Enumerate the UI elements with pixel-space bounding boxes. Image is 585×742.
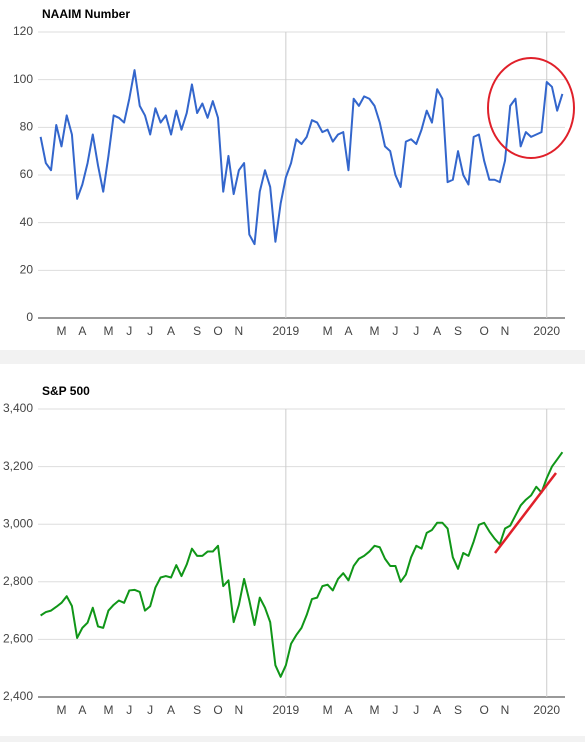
x-tick-label: A xyxy=(78,324,86,338)
x-tick-label: S xyxy=(454,703,462,717)
x-tick-label: J xyxy=(413,703,419,717)
y-tick-label: 60 xyxy=(20,167,34,181)
x-tick-label: S xyxy=(454,324,462,338)
x-tick-label: M xyxy=(103,324,113,338)
x-tick-label: A xyxy=(78,703,86,717)
x-tick-label: A xyxy=(167,703,175,717)
x-tick-label: 2020 xyxy=(533,324,560,338)
x-tick-label: J xyxy=(413,324,419,338)
annotation-line xyxy=(494,472,557,554)
x-tick-label: J xyxy=(126,703,132,717)
x-tick-label: S xyxy=(193,324,201,338)
x-tick-label: N xyxy=(235,703,244,717)
x-tick-label: A xyxy=(344,324,352,338)
chart-title: S&P 500 xyxy=(42,384,90,398)
y-tick-label: 2,400 xyxy=(3,689,33,703)
separator xyxy=(0,736,585,742)
annotation-circle xyxy=(487,57,575,159)
x-tick-label: J xyxy=(392,703,398,717)
x-tick-label: O xyxy=(479,703,488,717)
x-tick-label: N xyxy=(501,703,510,717)
x-tick-label: M xyxy=(323,703,333,717)
x-tick-label: M xyxy=(56,703,66,717)
y-tick-label: 2,800 xyxy=(3,574,33,588)
x-tick-label: A xyxy=(344,703,352,717)
x-tick-label: 2019 xyxy=(272,324,299,338)
x-tick-label: M xyxy=(56,324,66,338)
y-tick-label: 100 xyxy=(13,72,33,86)
y-tick-label: 3,200 xyxy=(3,459,33,473)
y-tick-label: 2,600 xyxy=(3,632,33,646)
x-tick-label: O xyxy=(479,324,488,338)
x-tick-label: J xyxy=(147,703,153,717)
y-tick-label: 120 xyxy=(13,24,33,38)
y-tick-label: 40 xyxy=(20,215,34,229)
data-line xyxy=(39,69,564,246)
y-tick-label: 3,000 xyxy=(3,516,33,530)
x-tick-label: A xyxy=(433,324,441,338)
x-tick-label: J xyxy=(126,324,132,338)
x-tick-label: 2020 xyxy=(533,703,560,717)
x-tick-label: M xyxy=(103,703,113,717)
y-tick-label: 80 xyxy=(20,120,34,134)
x-tick-label: S xyxy=(193,703,201,717)
x-tick-label: O xyxy=(213,324,222,338)
y-tick-label: 20 xyxy=(20,263,34,277)
x-tick-label: J xyxy=(147,324,153,338)
x-tick-label: J xyxy=(392,324,398,338)
x-tick-label: M xyxy=(370,324,380,338)
x-tick-label: 2019 xyxy=(272,703,299,717)
x-tick-label: N xyxy=(235,324,244,338)
x-tick-label: O xyxy=(213,703,222,717)
data-line xyxy=(40,451,564,678)
chart-title: NAAIM Number xyxy=(42,7,130,21)
x-tick-label: N xyxy=(501,324,510,338)
y-tick-label: 0 xyxy=(26,310,33,324)
x-tick-label: M xyxy=(370,703,380,717)
y-tick-label: 3,400 xyxy=(3,401,33,415)
separator xyxy=(0,350,585,364)
x-tick-label: A xyxy=(167,324,175,338)
x-tick-label: A xyxy=(433,703,441,717)
x-tick-label: M xyxy=(323,324,333,338)
